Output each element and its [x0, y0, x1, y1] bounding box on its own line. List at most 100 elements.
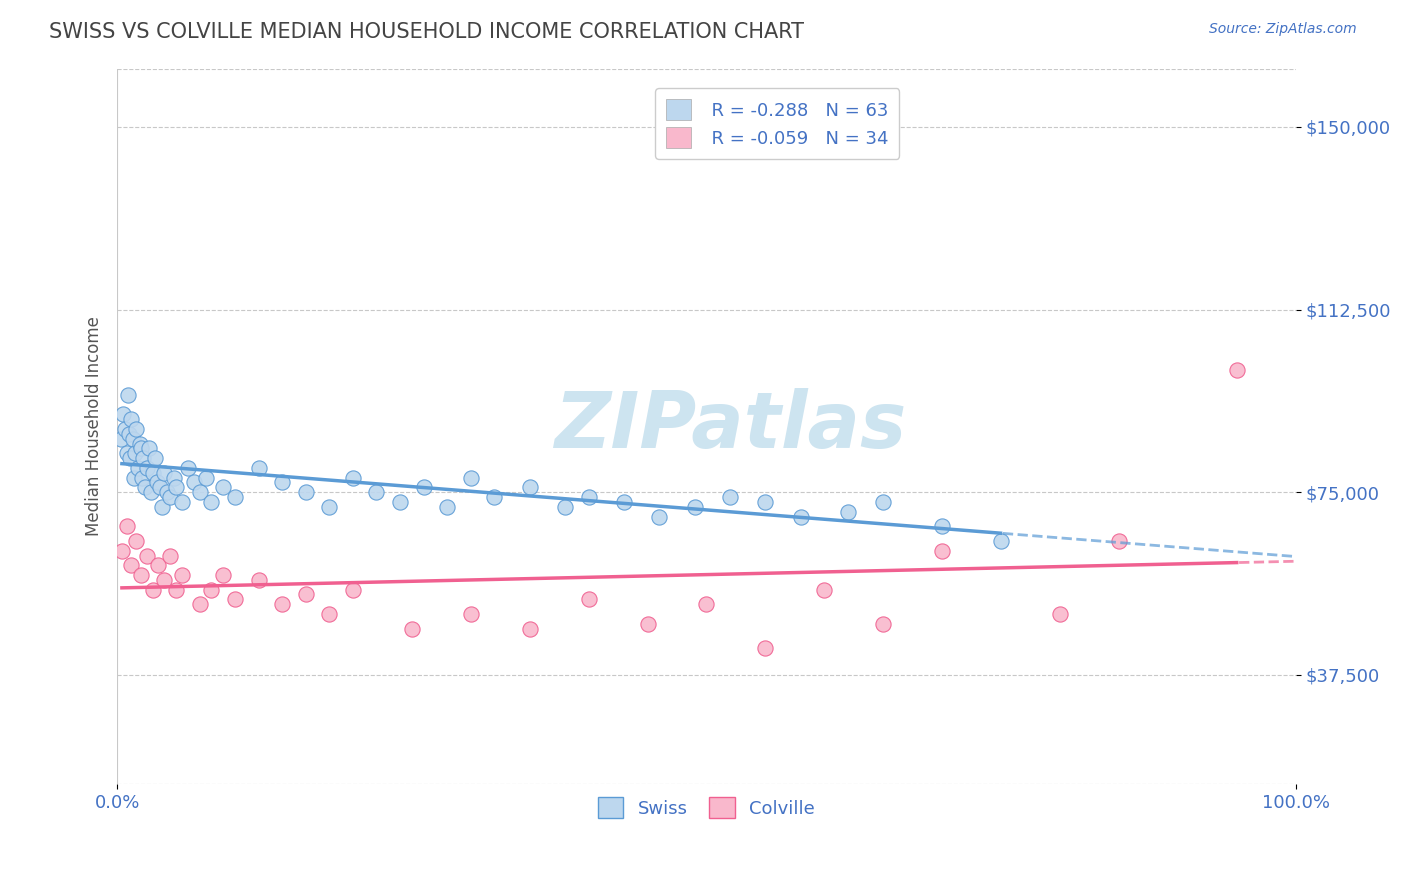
Point — [188, 597, 211, 611]
Point — [170, 568, 193, 582]
Point — [177, 461, 200, 475]
Point — [790, 509, 813, 524]
Point — [121, 432, 143, 446]
Point — [990, 533, 1012, 548]
Point — [837, 505, 859, 519]
Point — [637, 616, 659, 631]
Point — [412, 480, 434, 494]
Point — [200, 495, 222, 509]
Point — [366, 485, 388, 500]
Point — [165, 480, 187, 494]
Point — [148, 558, 170, 573]
Point — [194, 470, 217, 484]
Point — [342, 582, 364, 597]
Point — [519, 480, 541, 494]
Point — [271, 475, 294, 490]
Point — [695, 597, 717, 611]
Point — [129, 442, 152, 456]
Point — [519, 622, 541, 636]
Point — [389, 495, 412, 509]
Point — [718, 490, 741, 504]
Point — [125, 533, 148, 548]
Legend: Swiss, Colville: Swiss, Colville — [591, 790, 823, 825]
Point — [931, 543, 953, 558]
Point — [118, 426, 141, 441]
Point — [813, 582, 835, 597]
Point — [754, 495, 776, 509]
Point — [120, 558, 142, 573]
Point — [212, 480, 235, 494]
Point — [117, 388, 139, 402]
Point — [127, 461, 149, 475]
Point — [120, 451, 142, 466]
Point — [200, 582, 222, 597]
Point — [484, 490, 506, 504]
Text: ZIPatlas: ZIPatlas — [554, 389, 907, 465]
Point — [1108, 533, 1130, 548]
Point — [114, 422, 136, 436]
Point — [141, 485, 163, 500]
Point — [156, 485, 179, 500]
Point — [153, 466, 176, 480]
Point — [115, 519, 138, 533]
Text: SWISS VS COLVILLE MEDIAN HOUSEHOLD INCOME CORRELATION CHART: SWISS VS COLVILLE MEDIAN HOUSEHOLD INCOM… — [49, 22, 804, 42]
Point — [141, 466, 163, 480]
Point — [613, 495, 636, 509]
Point — [122, 470, 145, 484]
Point — [247, 461, 270, 475]
Point — [183, 475, 205, 490]
Point — [648, 509, 671, 524]
Point — [131, 470, 153, 484]
Point — [135, 461, 157, 475]
Point — [188, 485, 211, 500]
Point — [112, 407, 135, 421]
Point — [754, 641, 776, 656]
Point — [247, 573, 270, 587]
Point — [170, 495, 193, 509]
Point — [128, 436, 150, 450]
Point — [1226, 363, 1249, 377]
Point — [294, 485, 316, 500]
Point — [120, 412, 142, 426]
Point — [124, 446, 146, 460]
Point — [110, 432, 132, 446]
Point — [165, 582, 187, 597]
Point — [872, 616, 894, 631]
Point — [872, 495, 894, 509]
Point — [318, 607, 340, 621]
Point — [134, 480, 156, 494]
Point — [271, 597, 294, 611]
Point — [212, 568, 235, 582]
Point — [436, 500, 458, 514]
Point — [129, 568, 152, 582]
Point — [141, 582, 163, 597]
Point — [115, 446, 138, 460]
Point — [224, 592, 246, 607]
Point — [294, 587, 316, 601]
Y-axis label: Median Household Income: Median Household Income — [86, 317, 103, 536]
Text: Source: ZipAtlas.com: Source: ZipAtlas.com — [1209, 22, 1357, 37]
Point — [132, 451, 155, 466]
Point — [1049, 607, 1071, 621]
Point — [578, 490, 600, 504]
Point — [318, 500, 340, 514]
Point — [931, 519, 953, 533]
Point — [224, 490, 246, 504]
Point — [143, 451, 166, 466]
Point — [460, 470, 482, 484]
Point — [163, 470, 186, 484]
Point — [683, 500, 706, 514]
Point — [111, 543, 134, 558]
Point — [150, 500, 173, 514]
Point — [554, 500, 576, 514]
Point — [138, 442, 160, 456]
Point — [149, 480, 172, 494]
Point — [578, 592, 600, 607]
Point — [159, 549, 181, 563]
Point — [146, 475, 169, 490]
Point — [460, 607, 482, 621]
Point — [153, 573, 176, 587]
Point — [135, 549, 157, 563]
Point — [342, 470, 364, 484]
Point — [401, 622, 423, 636]
